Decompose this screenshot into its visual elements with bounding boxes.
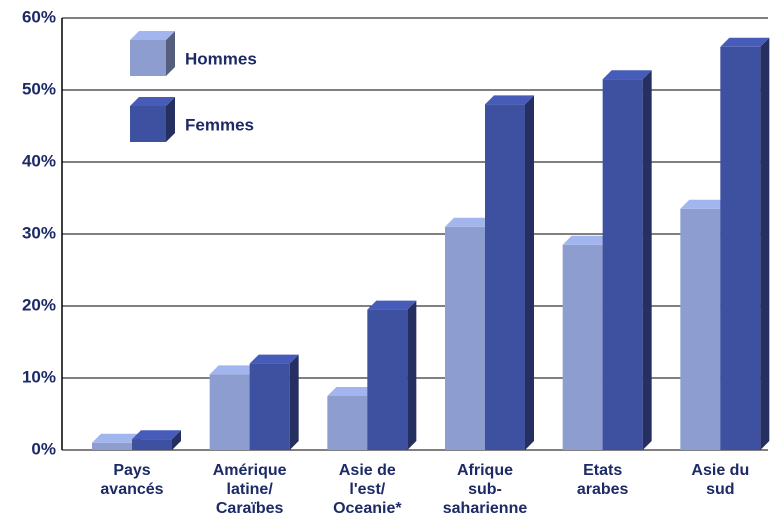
bar (720, 46, 761, 451)
bar-top (562, 235, 612, 245)
legend-swatch-top (130, 31, 175, 40)
bar-top (132, 430, 181, 440)
bar (680, 208, 721, 450)
y-tick-label: 30% (22, 223, 56, 242)
y-tick-label: 10% (22, 367, 56, 386)
bar-side (407, 300, 417, 450)
x-tick-label: Afrique sub- saharienne (442, 462, 528, 517)
bar (485, 104, 525, 451)
bar-side (525, 95, 534, 451)
bar (327, 396, 368, 450)
bar (132, 439, 172, 450)
x-tick-label: Asie du sud (691, 462, 750, 498)
bar-top (249, 354, 299, 364)
bar (562, 244, 603, 450)
x-tick-label: Etats arabes (576, 462, 629, 498)
bar-side (289, 354, 299, 450)
y-tick-label: 40% (22, 151, 56, 170)
bar-top (485, 95, 534, 105)
bar-top (367, 300, 417, 310)
y-tick-label: 60% (22, 7, 56, 26)
bar-side (172, 430, 181, 450)
bar-side (642, 70, 652, 450)
legend-label: Hommes (185, 49, 257, 68)
y-tick-label: 0% (31, 439, 56, 458)
legend-label: Femmes (185, 115, 254, 134)
legend-swatch (130, 40, 166, 76)
legend-swatch-side (166, 31, 175, 76)
legend-swatch-side (166, 97, 175, 142)
bar (209, 374, 250, 450)
x-tick-label: Pays avancés (100, 462, 164, 498)
bar-side (760, 37, 770, 451)
y-tick-label: 20% (22, 295, 56, 314)
bar-top (327, 387, 377, 396)
y-tick-label: 50% (22, 79, 56, 98)
legend-swatch-top (130, 97, 175, 106)
bar (249, 363, 290, 450)
bar-top (209, 365, 259, 375)
bar-top (680, 199, 730, 209)
bar (602, 79, 643, 450)
bar (367, 309, 408, 450)
bar-top (445, 217, 494, 227)
bar (92, 442, 132, 450)
bar-top (92, 433, 141, 443)
bar (445, 226, 485, 450)
legend-swatch (130, 106, 166, 142)
x-tick-label: Asie de l'est/ Oceanie* (333, 462, 402, 517)
bar-top (602, 70, 652, 80)
bar-top (720, 37, 770, 47)
x-tick-label: Amérique latine/ Caraïbes (212, 462, 287, 517)
